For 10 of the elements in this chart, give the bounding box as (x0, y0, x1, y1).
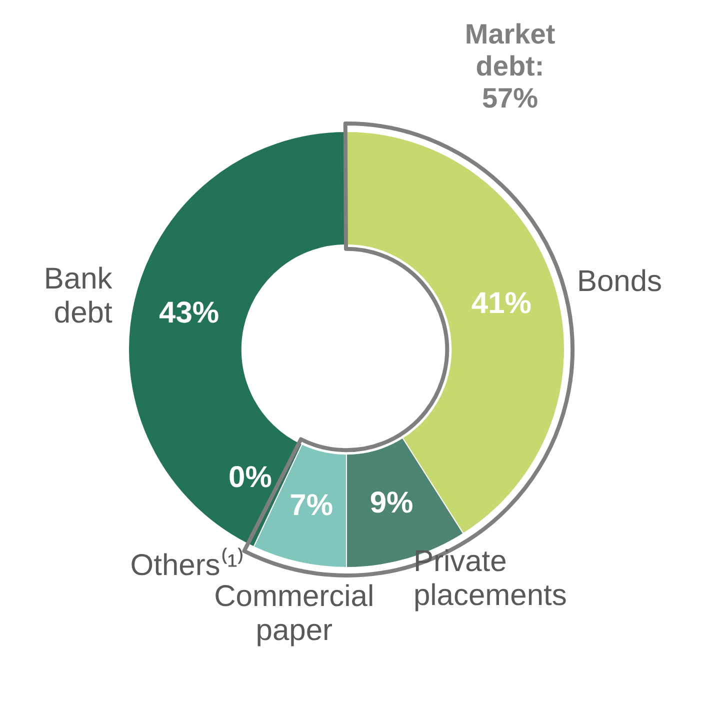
text: Market debt: 57% (464, 18, 556, 114)
slice-label: Commercial paper (214, 580, 374, 647)
data-label: 41% (471, 286, 532, 320)
slice-label: Bank debt (44, 262, 114, 330)
data-label: 7% (290, 489, 333, 522)
data-label: 9% (370, 486, 414, 520)
text: 0% (228, 461, 272, 494)
data-label: 43% (159, 296, 220, 330)
slice-label: Bonds (576, 264, 662, 298)
category-label: Others⁽¹⁾ (130, 548, 244, 582)
